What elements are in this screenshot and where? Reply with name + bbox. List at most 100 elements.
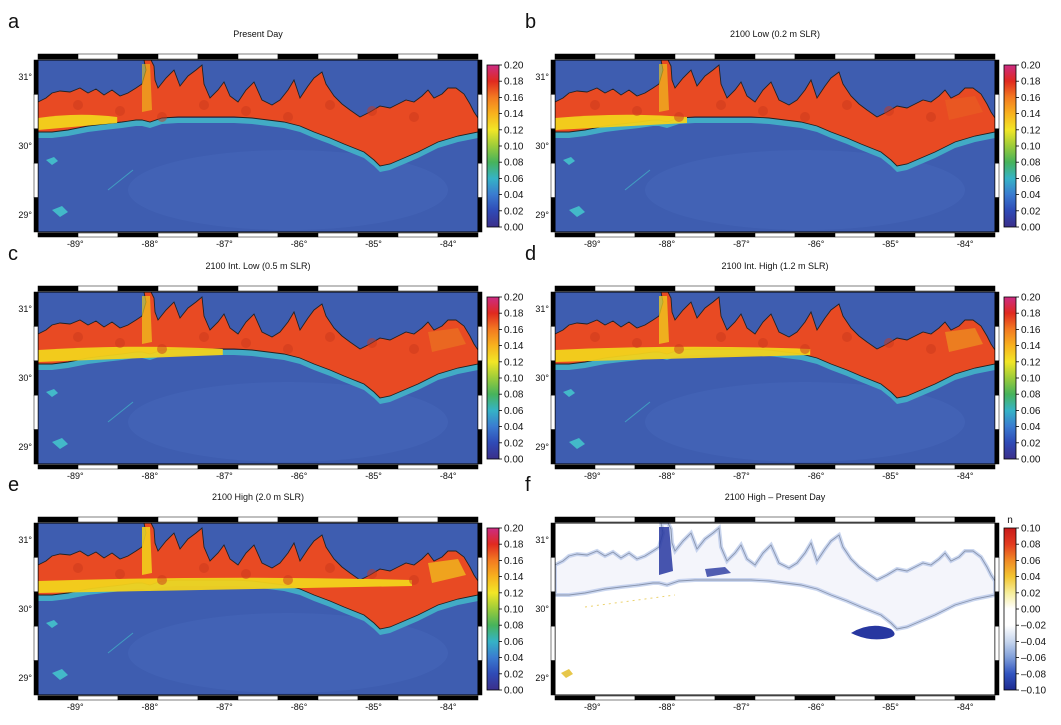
colorbar-tick-label: 0.10 (504, 142, 524, 153)
border-segment (874, 464, 916, 470)
border-segment (594, 232, 636, 238)
border-segment (357, 53, 399, 60)
border-segment (550, 394, 556, 430)
border-segment (994, 59, 1000, 95)
colorbar-tick-label: –0.04 (1021, 637, 1046, 648)
colorbar (486, 64, 500, 228)
x-tick-label: -84° (957, 702, 974, 712)
border-segment (550, 162, 556, 198)
panel-letter: d (525, 243, 536, 265)
land-texture (758, 338, 768, 348)
x-tick-label: -84° (440, 702, 457, 712)
x-tick-label: -84° (440, 239, 457, 249)
border-segment (550, 326, 556, 362)
colorbar-tick-label: –0.08 (1021, 669, 1046, 680)
land-texture (283, 344, 293, 354)
land-texture (716, 100, 726, 110)
x-tick-label: -87° (733, 702, 750, 712)
land-texture (758, 106, 768, 116)
border-segment (994, 360, 1000, 396)
colorbar-tick-label: 0.04 (504, 653, 524, 664)
x-tick-label: -88° (659, 239, 676, 249)
colorbar-tick-label: 0.14 (504, 341, 524, 352)
colorbar-tick-label: 0.12 (504, 588, 524, 599)
border-segment (117, 464, 159, 470)
border-segment (834, 285, 876, 292)
border-segment (994, 591, 1000, 627)
border-segment (994, 162, 1000, 198)
border-segment (357, 695, 399, 701)
border-segment (874, 232, 916, 238)
colorbar-tick-label: 0.16 (1021, 325, 1041, 336)
border-segment (197, 516, 239, 523)
land-texture (926, 344, 936, 354)
panel-f: f 2100 High – Present Day -89° -88° -87° -86°… (525, 474, 1046, 712)
border-segment (834, 53, 876, 60)
y-tick-label: 30° (535, 604, 549, 614)
border-segment (237, 516, 279, 523)
x-tick-label: -86° (291, 239, 308, 249)
nearshore-yellow (38, 346, 223, 362)
border-segment (437, 232, 479, 238)
east-accent (428, 328, 466, 352)
colorbar (486, 527, 500, 691)
border-segment (954, 232, 996, 238)
colorbar-tick-label: 0.20 (504, 524, 524, 535)
panel-title: 2100 Int. Low (0.5 m SLR) (205, 261, 310, 271)
shoal-line (624, 401, 651, 423)
y-tick-label: 29° (535, 210, 549, 220)
x-tick-label: -87° (733, 239, 750, 249)
border-segment (37, 464, 79, 470)
y-tick-label: 29° (535, 442, 549, 452)
colorbar (486, 296, 500, 460)
border-segment (994, 660, 1000, 696)
border-segment (197, 232, 239, 238)
border-segment (37, 695, 79, 701)
y-tick-label: 31° (18, 72, 32, 82)
border-segment (954, 285, 996, 292)
border-segment (674, 232, 716, 238)
colorbar-tick-label: 0.02 (1021, 206, 1041, 217)
barrier-islands (563, 157, 585, 217)
border-segment (477, 94, 483, 130)
border-segment (550, 197, 556, 233)
bay-accent (142, 296, 152, 344)
border-segment (117, 285, 159, 292)
colorbar-tick-label: 0.20 (1021, 61, 1041, 72)
x-tick-label: -84° (957, 239, 974, 249)
east-accent (428, 559, 466, 583)
border-segment (994, 128, 1000, 164)
y-tick-label: 30° (18, 141, 32, 151)
border-segment (357, 464, 399, 470)
colorbar-tick-label: 0.14 (1021, 341, 1041, 352)
land-texture (325, 332, 335, 342)
panel-letter: a (8, 11, 20, 33)
border-segment (477, 197, 483, 233)
border-segment (77, 695, 119, 701)
shoal-line (107, 169, 134, 191)
border-segment (634, 53, 676, 60)
border-segment (914, 695, 956, 701)
border-segment (794, 695, 836, 701)
border-segment (277, 232, 319, 238)
border-segment (77, 516, 119, 523)
x-tick-label: -86° (291, 471, 308, 481)
border-segment (634, 695, 676, 701)
bay-accent (142, 64, 152, 112)
border-segment (914, 516, 956, 523)
border-segment (554, 464, 596, 470)
border-segment (477, 291, 483, 327)
colorbar-tick-label: 0.04 (1021, 190, 1041, 201)
colorbar-tick-label: 0.00 (504, 223, 524, 234)
diff-east-blue (851, 625, 895, 640)
east-accent (945, 96, 983, 120)
border-segment (954, 695, 996, 701)
border-segment (994, 522, 1000, 558)
colorbar-tick-label: 0.14 (1021, 109, 1041, 120)
border-segment (33, 360, 39, 396)
border-segment (33, 162, 39, 198)
y-tick-label: 30° (535, 373, 549, 383)
land-texture (926, 112, 936, 122)
border-segment (714, 516, 756, 523)
